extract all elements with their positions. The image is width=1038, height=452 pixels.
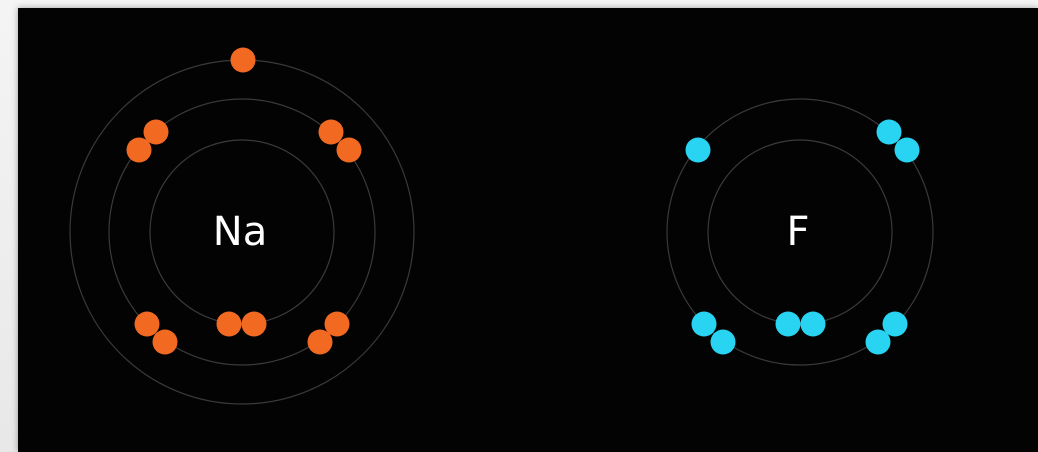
sodium-electron-6 <box>134 311 160 337</box>
sodium-electron-11 <box>307 329 333 355</box>
sodium-electrons <box>126 47 362 355</box>
fluorine-shell-2-orbit <box>666 98 934 366</box>
fluorine-electron-7 <box>800 311 826 337</box>
fluorine-electron-9 <box>865 329 891 355</box>
sodium-symbol: Na <box>213 209 267 255</box>
fluorine-electron-3 <box>894 137 920 163</box>
fluorine-electron-5 <box>710 329 736 355</box>
atom-sodium: Na <box>69 47 415 405</box>
sodium-electron-2 <box>143 119 169 145</box>
sodium-electron-10 <box>324 311 350 337</box>
sodium-electron-1 <box>230 47 256 73</box>
sodium-electron-9 <box>241 311 267 337</box>
sodium-electron-3 <box>126 137 152 163</box>
fluorine-electron-1 <box>685 137 711 163</box>
fluorine-electrons <box>685 119 920 355</box>
sodium-electron-5 <box>336 137 362 163</box>
sodium-electron-8 <box>216 311 242 337</box>
sodium-shell-2-orbit <box>108 98 376 366</box>
bohr-model-diagram: Na F <box>69 47 934 405</box>
sodium-electron-4 <box>318 119 344 145</box>
fluorine-electron-4 <box>691 311 717 337</box>
slide-canvas: Na F <box>18 8 1038 452</box>
sodium-electron-7 <box>152 329 178 355</box>
atom-fluorine: F <box>666 98 934 366</box>
fluorine-electron-8 <box>882 311 908 337</box>
fluorine-symbol: F <box>786 209 809 255</box>
fluorine-electron-6 <box>775 311 801 337</box>
fluorine-electron-2 <box>876 119 902 145</box>
